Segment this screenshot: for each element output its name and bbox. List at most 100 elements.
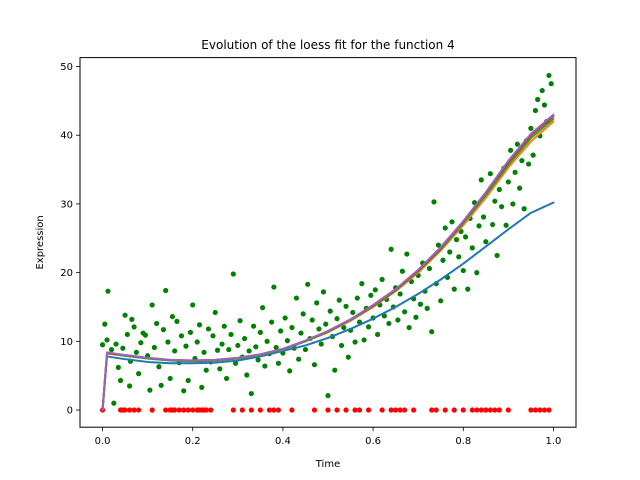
data-point [156, 364, 162, 370]
data-point [221, 323, 227, 329]
data-point [505, 179, 511, 185]
data-point [117, 377, 124, 384]
y-tick-label: 40 [60, 131, 73, 142]
data-point [474, 407, 480, 413]
data-point [142, 332, 148, 338]
data-point [469, 407, 475, 413]
data-point [158, 382, 164, 388]
data-point [474, 270, 480, 276]
data-point [172, 348, 178, 354]
data-point [289, 324, 295, 331]
data-point [325, 393, 331, 399]
data-point [115, 364, 121, 371]
data-point [519, 158, 525, 164]
data-point [194, 339, 200, 345]
data-point [311, 362, 318, 368]
data-point [483, 407, 489, 413]
data-point [316, 326, 322, 332]
data-point [232, 360, 239, 366]
data-point [314, 300, 320, 306]
data-point [546, 72, 552, 79]
data-point [302, 346, 309, 353]
data-point [480, 214, 487, 220]
data-point [154, 320, 160, 327]
data-point [136, 371, 142, 377]
data-point [505, 407, 511, 413]
data-point [402, 309, 408, 315]
y-tick-label: 10 [60, 337, 73, 348]
data-point [296, 356, 302, 362]
data-point [532, 407, 539, 413]
data-point [199, 384, 205, 390]
fit-line-5 [101, 113, 555, 412]
data-point [402, 407, 408, 413]
data-point [332, 367, 338, 373]
data-point [442, 225, 448, 231]
data-point [151, 344, 157, 351]
data-point [300, 311, 306, 317]
data-point [127, 383, 133, 389]
data-point [298, 330, 304, 336]
data-point [169, 313, 176, 320]
data-point [521, 206, 527, 212]
data-point [201, 349, 207, 355]
data-point [131, 407, 137, 413]
data-point [341, 324, 347, 331]
data-point [451, 286, 457, 292]
data-point [219, 341, 225, 347]
data-point [269, 319, 275, 325]
data-point [532, 107, 539, 114]
data-point [465, 286, 471, 292]
data-point [375, 331, 381, 338]
data-point [356, 407, 363, 413]
data-point [462, 234, 469, 240]
data-point [165, 339, 171, 345]
data-point [372, 287, 378, 293]
data-point [149, 407, 155, 413]
data-point [105, 288, 111, 294]
y-tick-label: 20 [60, 268, 73, 279]
data-point [138, 340, 144, 346]
data-point [451, 407, 457, 413]
data-point [429, 407, 435, 413]
x-axis-label: Time [315, 459, 340, 470]
data-point [487, 171, 493, 177]
data-point [163, 287, 169, 294]
data-point [350, 309, 356, 316]
data-point [212, 309, 218, 316]
data-point [260, 305, 266, 311]
data-point [442, 407, 448, 413]
x-axis: 0.0 0.2 0.4 0.6 0.8 1.0 [95, 427, 561, 447]
data-point [226, 346, 232, 353]
data-point [388, 246, 394, 252]
data-point [203, 407, 209, 413]
data-point [503, 222, 509, 228]
y-tick-label: 30 [60, 199, 73, 210]
data-point [190, 302, 196, 308]
data-point [293, 295, 300, 301]
data-point [262, 363, 268, 369]
data-point [174, 318, 180, 324]
data-point [365, 407, 372, 413]
scatter-series-1 [99, 72, 554, 406]
data-point [255, 357, 261, 363]
data-point [282, 315, 288, 321]
data-point [187, 329, 194, 335]
data-point [530, 152, 536, 158]
data-point [433, 407, 439, 413]
data-point [325, 407, 331, 413]
data-point [273, 344, 279, 351]
data-point [251, 323, 257, 329]
data-point [181, 407, 187, 413]
data-point [438, 298, 444, 304]
data-point [239, 407, 245, 413]
data-point [359, 281, 365, 287]
data-point [235, 342, 241, 349]
y-axis: 0 10 20 30 40 50 [60, 62, 80, 417]
data-point [512, 169, 518, 175]
data-point [183, 343, 189, 349]
data-point [214, 347, 221, 353]
data-point [379, 407, 385, 413]
